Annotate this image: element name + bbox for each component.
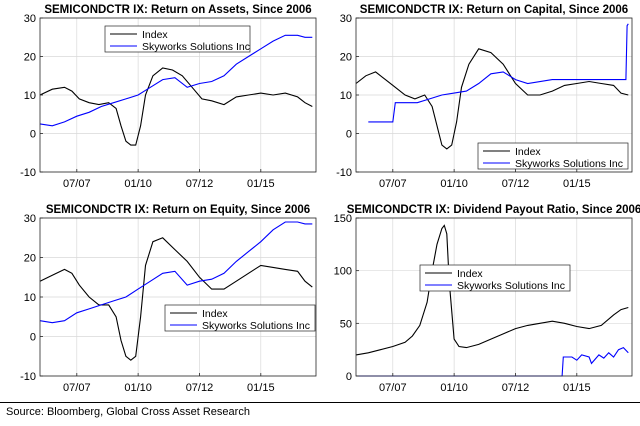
y-tick-label: 0 [30, 332, 36, 344]
y-tick-label: 0 [346, 129, 352, 141]
x-tick-label: 01/15 [563, 382, 591, 394]
x-tick-label: 01/10 [440, 382, 468, 394]
y-tick-label: -10 [336, 167, 352, 179]
x-tick-label: 07/07 [63, 382, 91, 394]
y-tick-label: 0 [30, 129, 36, 141]
series-line-skyworks [39, 34, 313, 127]
legend-label: Index [202, 308, 228, 320]
x-tick-label: 07/12 [186, 178, 214, 190]
series-line-skyworks [368, 23, 629, 123]
series-line-index [355, 224, 629, 356]
y-tick-label: 150 [334, 213, 352, 225]
series-line-index [355, 48, 629, 150]
chart-title: SEMICONDCTR IX: Return on Assets, Since … [44, 4, 311, 16]
y-tick-label: 50 [340, 318, 352, 330]
y-tick-label: 10 [24, 90, 36, 102]
source-divider [0, 402, 640, 403]
series-line-skyworks [356, 346, 629, 377]
plot-frame [355, 217, 633, 377]
x-tick-label: 07/12 [502, 382, 530, 394]
y-tick-label: 20 [24, 52, 36, 64]
y-tick-label: 20 [24, 253, 36, 265]
y-tick-label: 100 [334, 266, 352, 278]
chart-panel-3: SEMICONDCTR IX: Return on Equity, Since … [20, 204, 317, 394]
x-tick-label: 01/15 [247, 178, 275, 190]
legend-label: Skyworks Solutions Inc [515, 158, 623, 170]
x-tick-label: 01/10 [124, 178, 152, 190]
series-line-index [39, 237, 313, 361]
x-tick-label: 07/12 [186, 382, 214, 394]
x-tick-label: 01/10 [124, 382, 152, 394]
chart-panel-4: SEMICONDCTR IX: Dividend Payout Ratio, S… [334, 204, 640, 394]
legend-box [419, 264, 571, 292]
y-tick-label: 30 [340, 13, 352, 25]
chart-title: SEMICONDCTR IX: Dividend Payout Ratio, S… [347, 204, 640, 216]
legend-label: Skyworks Solutions Inc [202, 320, 310, 332]
chart-grid: SEMICONDCTR IX: Return on Assets, Since … [20, 4, 640, 394]
legend-label: Skyworks Solutions Inc [142, 41, 250, 53]
x-tick-label: 07/07 [379, 178, 407, 190]
x-tick-label: 01/15 [247, 382, 275, 394]
y-tick-label: -10 [20, 167, 36, 179]
x-tick-label: 07/12 [502, 178, 530, 190]
chart-panel-2: SEMICONDCTR IX: Return on Capital, Since… [336, 4, 633, 190]
legend-box [104, 25, 251, 53]
series-line-skyworks [39, 221, 313, 324]
legend-box [164, 304, 316, 332]
chart-panel-1: SEMICONDCTR IX: Return on Assets, Since … [20, 4, 317, 190]
legend-label: Index [142, 29, 168, 41]
y-tick-label: 10 [24, 292, 36, 304]
chart-title: SEMICONDCTR IX: Return on Capital, Since… [360, 4, 628, 16]
legend-box [477, 142, 629, 170]
legend-label: Index [515, 146, 541, 158]
chart-title: SEMICONDCTR IX: Return on Equity, Since … [46, 204, 310, 216]
y-tick-label: 20 [340, 52, 352, 64]
x-tick-label: 01/15 [563, 178, 591, 190]
source-note: Source: Bloomberg, Global Cross Asset Re… [6, 406, 250, 418]
legend-label: Index [457, 268, 483, 280]
x-tick-label: 07/07 [379, 382, 407, 394]
y-tick-label: -10 [20, 371, 36, 383]
x-tick-label: 01/10 [440, 178, 468, 190]
y-tick-label: 30 [24, 13, 36, 25]
y-tick-label: 0 [346, 371, 352, 383]
legend-label: Skyworks Solutions Inc [457, 280, 565, 292]
y-tick-label: 10 [340, 90, 352, 102]
y-tick-label: 30 [24, 213, 36, 225]
x-tick-label: 07/07 [63, 178, 91, 190]
series-line-index [39, 67, 313, 146]
